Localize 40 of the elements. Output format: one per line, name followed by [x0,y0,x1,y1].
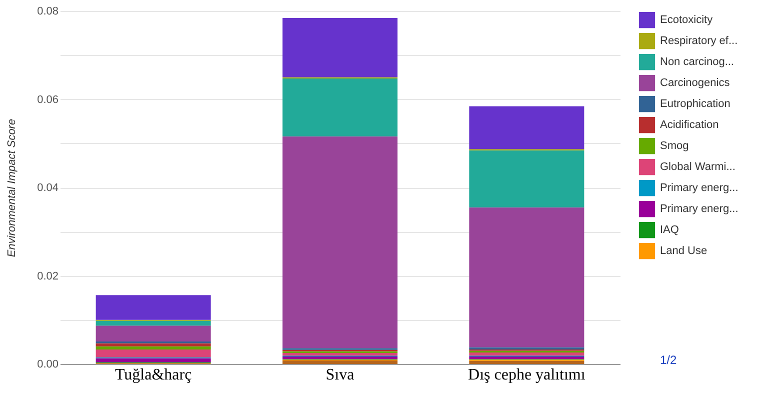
legend-label: Carcinogenics [660,77,730,89]
legend-label: Primary energ... [660,182,738,194]
y-tick-label: 0.06 [37,94,58,106]
bar [282,18,398,78]
bar [96,343,211,346]
bar [282,352,398,356]
legend-label: Eutrophication [660,98,730,110]
y-axis-title: Environmental Impact Score [6,118,18,258]
legend-label: Smog [660,140,689,152]
legend-label: Acidification [660,119,719,131]
bar [469,207,584,348]
bar [469,352,584,356]
legend-label: IAQ [660,224,680,236]
bar [469,150,584,208]
bar [96,326,211,342]
bar [469,106,584,150]
legend-label: Land Use [660,245,708,257]
bar [96,346,211,350]
y-tick-label: 0.02 [37,270,58,282]
bar [469,356,584,360]
legend-label: Primary energ... [660,203,738,215]
y-tick-label: 0.04 [37,182,58,194]
legend-label: Respiratory ef... [660,35,738,47]
legend-label: Ecotoxicity [660,14,714,26]
bar [469,360,584,364]
x-tick-label: Tuğla&harç [114,366,192,384]
bar [96,295,211,320]
legend-label: Non carcinog... [660,56,734,68]
y-tick-label: 0.00 [37,358,58,370]
bar [96,320,211,326]
y-tick-label: 0.08 [37,6,58,18]
x-tick-label: Dış cephe yalıtımı [468,366,586,384]
legend-label: Global Warmi... [660,161,736,173]
x-tick-label: Sıva [326,366,354,384]
bar [96,349,211,358]
text: 1/2 [660,353,678,367]
bar [282,360,398,364]
bar [282,356,398,360]
bar [282,136,398,348]
bar [282,78,398,136]
